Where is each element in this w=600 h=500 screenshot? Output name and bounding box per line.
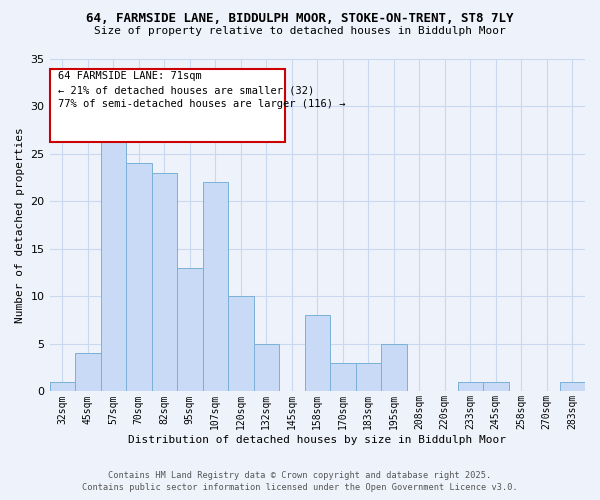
Bar <box>560 382 585 392</box>
Text: Size of property relative to detached houses in Biddulph Moor: Size of property relative to detached ho… <box>94 26 506 36</box>
Text: 64 FARMSIDE LANE: 71sqm
← 21% of detached houses are smaller (32)
77% of semi-de: 64 FARMSIDE LANE: 71sqm ← 21% of detache… <box>58 70 345 110</box>
Bar <box>356 363 381 392</box>
Bar <box>381 344 407 392</box>
Bar <box>101 135 126 392</box>
Bar <box>152 173 177 392</box>
Bar <box>305 316 330 392</box>
X-axis label: Distribution of detached houses by size in Biddulph Moor: Distribution of detached houses by size … <box>128 435 506 445</box>
Bar <box>228 296 254 392</box>
Bar <box>458 382 483 392</box>
FancyBboxPatch shape <box>50 69 285 142</box>
Bar <box>177 268 203 392</box>
Bar <box>203 182 228 392</box>
Y-axis label: Number of detached properties: Number of detached properties <box>15 128 25 323</box>
Bar <box>126 164 152 392</box>
Bar <box>75 354 101 392</box>
Bar <box>330 363 356 392</box>
Bar <box>483 382 509 392</box>
Text: 64, FARMSIDE LANE, BIDDULPH MOOR, STOKE-ON-TRENT, ST8 7LY: 64, FARMSIDE LANE, BIDDULPH MOOR, STOKE-… <box>86 12 514 26</box>
Text: Contains HM Land Registry data © Crown copyright and database right 2025.
Contai: Contains HM Land Registry data © Crown c… <box>82 471 518 492</box>
Bar <box>254 344 279 392</box>
Bar <box>50 382 75 392</box>
